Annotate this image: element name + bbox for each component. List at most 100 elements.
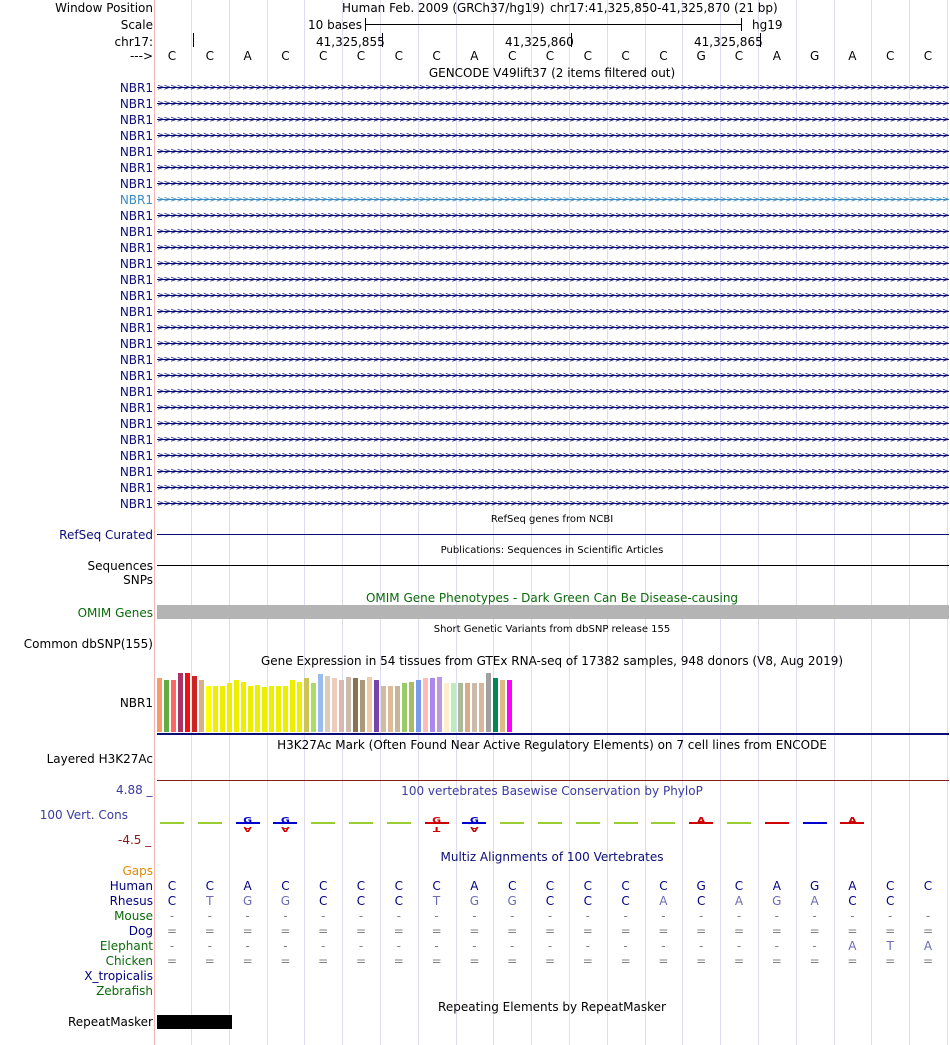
gencode-transcript[interactable]: >>>>>>>>>>>>>>>>>>>>>>>>>>>>>>>>>>>>>>>>… (157, 145, 949, 159)
gtex-tissue-bar[interactable] (234, 680, 239, 732)
gtex-tissue-bar[interactable] (507, 680, 512, 732)
gtex-label[interactable]: NBR1 (119, 696, 153, 710)
gencode-transcript-label[interactable]: NBR1 (119, 97, 153, 111)
gencode-transcript[interactable]: >>>>>>>>>>>>>>>>>>>>>>>>>>>>>>>>>>>>>>>>… (157, 97, 949, 111)
multiz-species-label[interactable]: X_tropicalis (84, 969, 153, 983)
gtex-tissue-bar[interactable] (220, 686, 225, 732)
gtex-tissue-bar[interactable] (465, 683, 470, 732)
gencode-transcript-label[interactable]: NBR1 (119, 385, 153, 399)
gencode-transcript[interactable]: >>>>>>>>>>>>>>>>>>>>>>>>>>>>>>>>>>>>>>>>… (157, 369, 949, 383)
gencode-transcript[interactable]: >>>>>>>>>>>>>>>>>>>>>>>>>>>>>>>>>>>>>>>>… (157, 273, 949, 287)
gtex-tissue-bar[interactable] (493, 678, 498, 732)
gtex-tissue-bar[interactable] (269, 686, 274, 732)
repeatmasker-label[interactable]: RepeatMasker (67, 1015, 153, 1029)
gencode-transcript[interactable]: >>>>>>>>>>>>>>>>>>>>>>>>>>>>>>>>>>>>>>>>… (157, 177, 949, 191)
gtex-tissue-bar[interactable] (402, 683, 407, 732)
gtex-tissue-bar[interactable] (458, 683, 463, 732)
gtex-tissue-bar[interactable] (423, 678, 428, 732)
gtex-tissue-bar[interactable] (206, 686, 211, 732)
gtex-tissue-bar[interactable] (192, 676, 197, 732)
gencode-transcript-label[interactable]: NBR1 (119, 321, 153, 335)
repeatmasker-element[interactable] (157, 1015, 232, 1029)
gtex-tissue-bar[interactable] (283, 686, 288, 732)
gtex-tissue-bar[interactable] (325, 676, 330, 732)
gtex-tissue-bar[interactable] (339, 680, 344, 732)
gencode-transcript-label[interactable]: NBR1 (119, 289, 153, 303)
gtex-tissue-bar[interactable] (248, 686, 253, 732)
gtex-tissue-bar[interactable] (311, 683, 316, 732)
gtex-tissue-bar[interactable] (157, 678, 162, 732)
gtex-tissue-bar[interactable] (276, 686, 281, 732)
gencode-transcript-label[interactable]: NBR1 (119, 497, 153, 511)
gencode-transcript-label[interactable]: NBR1 (119, 225, 153, 239)
gtex-tissue-bar[interactable] (164, 680, 169, 732)
multiz-species-label[interactable]: Dog (128, 924, 153, 938)
gencode-transcript-label[interactable]: NBR1 (119, 417, 153, 431)
gencode-transcript-label[interactable]: NBR1 (119, 177, 153, 191)
gtex-tissue-bar[interactable] (171, 680, 176, 732)
gtex-tissue-bar[interactable] (381, 686, 386, 732)
gencode-transcript-label[interactable]: NBR1 (119, 305, 153, 319)
gtex-tissue-bar[interactable] (185, 673, 190, 732)
gencode-transcript-label[interactable]: NBR1 (119, 193, 153, 207)
gencode-transcript-label[interactable]: NBR1 (119, 273, 153, 287)
gencode-transcript-label[interactable]: NBR1 (119, 481, 153, 495)
gencode-transcript[interactable]: >>>>>>>>>>>>>>>>>>>>>>>>>>>>>>>>>>>>>>>>… (157, 481, 949, 495)
gencode-transcript[interactable]: >>>>>>>>>>>>>>>>>>>>>>>>>>>>>>>>>>>>>>>>… (157, 401, 949, 415)
gtex-tissue-bar[interactable] (346, 677, 351, 732)
gtex-tissue-bar[interactable] (304, 678, 309, 732)
gencode-transcript-label[interactable]: NBR1 (119, 433, 153, 447)
gencode-transcript[interactable]: >>>>>>>>>>>>>>>>>>>>>>>>>>>>>>>>>>>>>>>>… (157, 209, 949, 223)
gtex-tissue-bar[interactable] (374, 680, 379, 732)
gencode-transcript[interactable]: >>>>>>>>>>>>>>>>>>>>>>>>>>>>>>>>>>>>>>>>… (157, 241, 949, 255)
multiz-species-label[interactable]: Mouse (114, 909, 153, 923)
gtex-tissue-bar[interactable] (430, 678, 435, 732)
gtex-tissue-bar[interactable] (479, 683, 484, 732)
sequences-label[interactable]: Sequences (87, 559, 153, 573)
gencode-transcript-label[interactable]: NBR1 (119, 449, 153, 463)
gencode-transcript[interactable]: >>>>>>>>>>>>>>>>>>>>>>>>>>>>>>>>>>>>>>>>… (157, 129, 949, 143)
gtex-tissue-bar[interactable] (213, 686, 218, 732)
dbsnp-track-title[interactable]: Short Genetic Variants from dbSNP releas… (433, 624, 671, 635)
gencode-transcript[interactable]: >>>>>>>>>>>>>>>>>>>>>>>>>>>>>>>>>>>>>>>>… (157, 257, 949, 271)
multiz-track-title[interactable]: Multiz Alignments of 100 Vertebrates (440, 850, 664, 864)
gencode-transcript[interactable]: >>>>>>>>>>>>>>>>>>>>>>>>>>>>>>>>>>>>>>>>… (157, 385, 949, 399)
gencode-transcript-label[interactable]: NBR1 (119, 81, 153, 95)
gtex-tissue-bar[interactable] (297, 682, 302, 732)
gencode-transcript-label[interactable]: NBR1 (119, 209, 153, 223)
gtex-tissue-bar[interactable] (290, 680, 295, 732)
gencode-transcript-label[interactable]: NBR1 (119, 257, 153, 271)
gtex-tissue-bar[interactable] (500, 680, 505, 732)
gencode-transcript-label[interactable]: NBR1 (119, 129, 153, 143)
gencode-transcript-label[interactable]: NBR1 (119, 401, 153, 415)
gencode-transcript-label[interactable]: NBR1 (119, 465, 153, 479)
gtex-tissue-bar[interactable] (178, 673, 183, 732)
gtex-tissue-bar[interactable] (199, 680, 204, 732)
gtex-tissue-bar[interactable] (367, 677, 372, 732)
refseq-label[interactable]: RefSeq Curated (59, 528, 153, 542)
gtex-tissue-bar[interactable] (360, 680, 365, 732)
multiz-species-label[interactable]: Elephant (99, 939, 153, 953)
gencode-transcript[interactable]: >>>>>>>>>>>>>>>>>>>>>>>>>>>>>>>>>>>>>>>>… (157, 337, 949, 351)
multiz-species-label[interactable]: Human (109, 879, 153, 893)
gencode-transcript[interactable]: >>>>>>>>>>>>>>>>>>>>>>>>>>>>>>>>>>>>>>>>… (157, 321, 949, 335)
multiz-species-label[interactable]: Zebrafish (96, 984, 153, 998)
omim-label[interactable]: OMIM Genes (77, 606, 153, 620)
gencode-transcript[interactable]: >>>>>>>>>>>>>>>>>>>>>>>>>>>>>>>>>>>>>>>>… (157, 465, 949, 479)
phylop-label[interactable]: 100 Vert. Cons (39, 808, 128, 822)
gtex-tissue-bar[interactable] (262, 687, 267, 732)
dbsnp-label[interactable]: Common dbSNP(155) (23, 637, 153, 651)
gtex-tissue-bar[interactable] (241, 682, 246, 732)
refseq-track-line[interactable] (157, 534, 949, 535)
multiz-species-label[interactable]: Chicken (105, 954, 153, 968)
gtex-bar-chart[interactable] (157, 668, 537, 732)
gencode-track-title[interactable]: GENCODE V49lift37 (2 items filtered out) (428, 66, 676, 80)
gencode-transcript[interactable]: >>>>>>>>>>>>>>>>>>>>>>>>>>>>>>>>>>>>>>>>… (157, 449, 949, 463)
gencode-transcript[interactable]: >>>>>>>>>>>>>>>>>>>>>>>>>>>>>>>>>>>>>>>>… (157, 305, 949, 319)
gtex-tissue-bar[interactable] (451, 683, 456, 732)
gencode-transcript[interactable]: >>>>>>>>>>>>>>>>>>>>>>>>>>>>>>>>>>>>>>>>… (157, 113, 949, 127)
gencode-transcript[interactable]: >>>>>>>>>>>>>>>>>>>>>>>>>>>>>>>>>>>>>>>>… (157, 353, 949, 367)
gtex-tissue-bar[interactable] (472, 683, 477, 732)
gtex-tissue-bar[interactable] (416, 680, 421, 732)
gencode-transcript[interactable]: >>>>>>>>>>>>>>>>>>>>>>>>>>>>>>>>>>>>>>>>… (157, 497, 949, 511)
